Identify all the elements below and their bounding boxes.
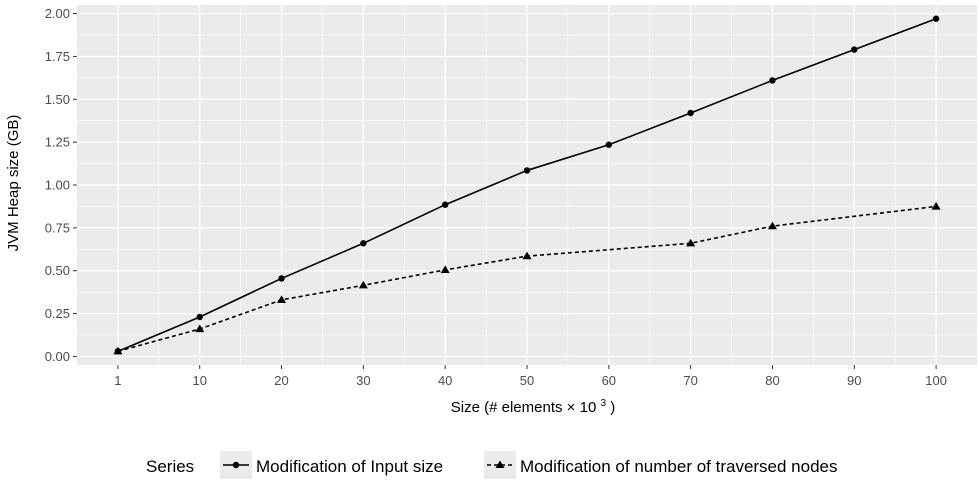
legend-key-input-size [220, 451, 252, 479]
legend-key-triangle-marker [495, 460, 505, 468]
legend-key-circle-marker [232, 461, 240, 469]
y-tick-label: 1.75 [45, 49, 70, 64]
x-axis-title-base: 10 [580, 399, 597, 416]
major-gridlines [77, 5, 977, 365]
x-tick-label: 90 [847, 373, 861, 388]
data-point-circle [687, 109, 694, 117]
data-point-triangle [767, 221, 777, 230]
data-point-circle [932, 15, 940, 22]
data-point-triangle [195, 324, 205, 333]
data-point-circle [605, 141, 613, 148]
y-tick-label: 1.25 [45, 135, 70, 150]
data-point-circle [769, 77, 776, 84]
legend-label-input-size: Modification of Input size [256, 457, 443, 476]
x-tick-label: 10 [192, 373, 206, 388]
legend-title: Series [146, 457, 194, 476]
data-point-triangle [686, 238, 696, 247]
legend: Series Modification of Input size Modifi… [146, 451, 838, 479]
data-point-triangle [113, 346, 123, 355]
data-point-triangle [931, 201, 941, 210]
x-tick-label: 1 [114, 373, 121, 388]
x-axis-title-close: ) [610, 399, 615, 416]
x-axis-title-exponent: 3 [600, 398, 606, 409]
data-point-triangle [358, 280, 368, 289]
data-point-circle [278, 275, 285, 282]
x-tick-label: 60 [602, 373, 616, 388]
x-tick-label: 40 [438, 373, 452, 388]
legend-label-traversed-nodes: Modification of number of traversed node… [520, 457, 838, 476]
legend-key-traversed-nodes [484, 451, 516, 479]
y-axis-ticks: 0.00 0.25 0.50 0.75 1.00 1.25 1.50 1.75 2.00 [45, 6, 77, 364]
x-axis-title-main: Size (# elements [451, 399, 563, 416]
data-point-triangle [440, 265, 450, 274]
data-point-triangle [522, 251, 532, 260]
x-tick-label: 20 [274, 373, 288, 388]
series-layer [113, 15, 941, 355]
x-axis-ticks: 1 10 20 30 40 50 60 70 80 90 100 [114, 365, 947, 388]
y-tick-label: 2.00 [45, 6, 70, 21]
y-axis-title: JVM Heap size (GB) [5, 115, 22, 252]
y-tick-label: 1.50 [45, 92, 70, 107]
x-tick-label: 80 [765, 373, 779, 388]
x-tick-label: 50 [520, 373, 534, 388]
data-point-circle [523, 167, 531, 174]
data-point-circle [360, 240, 367, 247]
x-tick-label: 30 [356, 373, 370, 388]
x-tick-label: 70 [683, 373, 697, 388]
x-axis-title-times: × [567, 399, 576, 416]
data-point-circle [196, 313, 203, 321]
y-tick-label: 0.75 [45, 220, 70, 235]
data-point-circle [851, 46, 858, 53]
x-tick-label: 100 [925, 373, 947, 388]
y-tick-label: 0.25 [45, 306, 70, 321]
y-tick-label: 1.00 [45, 178, 70, 193]
x-axis-title: Size (# elements × 10 3 ) [451, 393, 615, 416]
data-point-triangle [277, 295, 287, 304]
y-tick-label: 0.00 [45, 349, 70, 364]
data-point-circle [441, 201, 449, 208]
y-tick-label: 0.50 [45, 263, 70, 278]
